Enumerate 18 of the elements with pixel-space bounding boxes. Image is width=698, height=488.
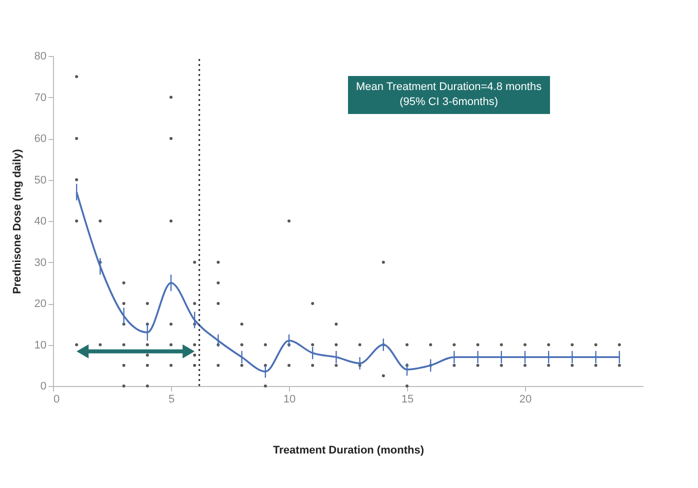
y-tick-label: 30 (34, 256, 46, 269)
y-tick-label: 70 (34, 92, 46, 104)
y-tick-label: 20 (34, 298, 46, 310)
annotation: Mean Treatment Duration=4.8 months (356, 80, 542, 95)
y-tick-label: 80 (34, 50, 46, 62)
x-tick-label: 0 (54, 394, 60, 406)
x-tick-label: 10 (283, 394, 296, 406)
y-tick-label: 50 (34, 174, 46, 186)
y-axis-title: Prednisone Dose (mg daily) (11, 148, 24, 294)
x-axis-title: Treatment Duration (months) (273, 444, 424, 456)
y-tick-label: 10 (34, 339, 46, 352)
x-tick-label: 15 (401, 394, 414, 406)
annotation: (95% CI 3-6months) (398, 94, 499, 110)
y-tick-label: 0 (40, 380, 46, 392)
x-tick-label: 5 (168, 394, 175, 406)
y-tick-label: 60 (34, 133, 46, 145)
x-tick-label: 20 (519, 394, 532, 406)
y-tick-label: 40 (34, 216, 46, 228)
